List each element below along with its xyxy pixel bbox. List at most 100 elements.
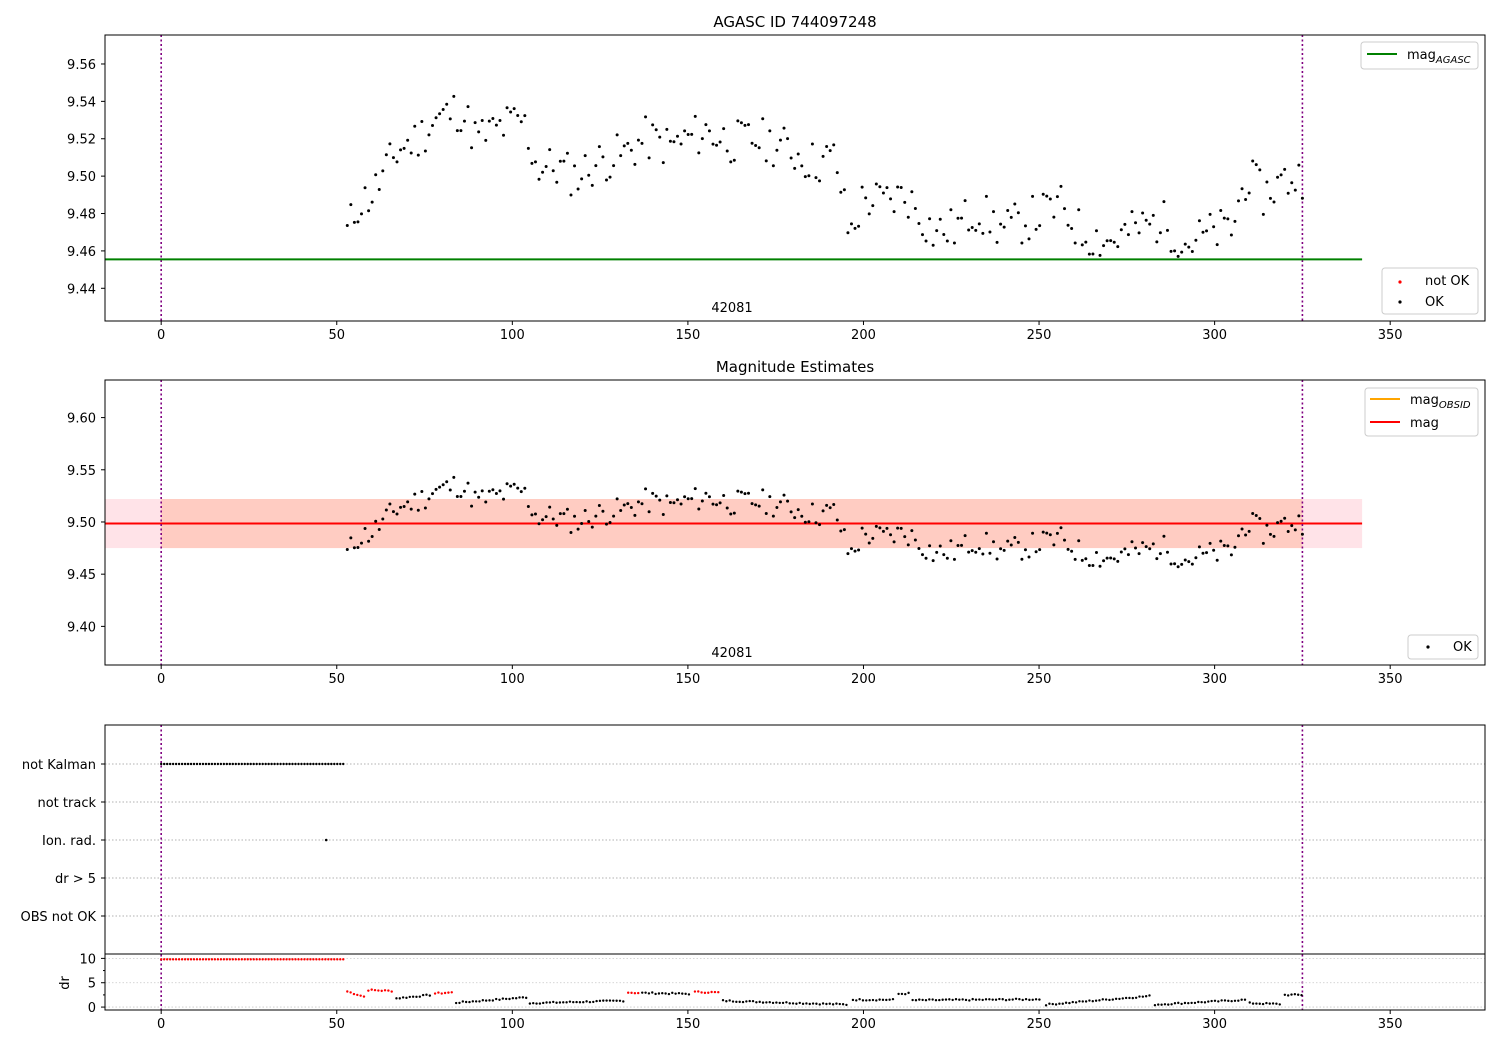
data-point-ok — [988, 551, 992, 555]
data-point-ok — [1254, 163, 1258, 167]
data-point-ok — [562, 512, 566, 516]
data-point-ok — [928, 544, 932, 548]
dr-point-saturated — [327, 958, 330, 961]
dr-point — [875, 999, 878, 1002]
dr-point-saturated — [273, 958, 276, 961]
data-point-ok — [441, 107, 445, 111]
dr-point — [700, 991, 703, 994]
x-tick-label: 150 — [675, 1017, 700, 1032]
data-point-ok — [601, 155, 605, 159]
data-point-ok — [470, 146, 474, 150]
dr-point — [1170, 1003, 1173, 1006]
dr-point — [1054, 1003, 1058, 1006]
data-point-ok — [807, 174, 811, 178]
legend-marker-ok — [1398, 300, 1402, 304]
dr-point — [488, 999, 491, 1002]
data-point-ok — [1279, 519, 1283, 523]
panel2-legend-points: OK — [1407, 634, 1479, 660]
data-point-ok — [1066, 547, 1070, 551]
dr-point — [677, 991, 681, 995]
data-point-ok — [1094, 229, 1098, 233]
dr-point — [791, 1002, 795, 1005]
dr-point-saturated — [222, 958, 226, 961]
dr-point — [440, 992, 443, 995]
dr-point — [401, 996, 405, 999]
data-point-ok — [952, 241, 956, 245]
x-tick-label: 100 — [500, 328, 525, 343]
data-point-ok — [636, 138, 640, 142]
data-point-ok — [899, 526, 903, 530]
data-point-ok — [1258, 168, 1262, 172]
flag-point-not-kalman — [339, 762, 342, 766]
flag-point-not-kalman — [240, 762, 243, 766]
data-point-ok — [1087, 252, 1091, 256]
data-point-ok — [871, 536, 875, 540]
data-point-ok — [796, 152, 800, 156]
flag-point-not-kalman — [309, 762, 312, 766]
dr-point — [481, 999, 485, 1002]
y-tick-label: 9.45 — [67, 568, 96, 583]
dr-point — [815, 1002, 818, 1005]
data-point-ok — [1233, 545, 1237, 549]
panel1-title: AGASC ID 744097248 — [713, 13, 876, 31]
data-point-ok — [1244, 197, 1248, 201]
dr-point — [841, 1003, 845, 1006]
data-point-ok — [1180, 250, 1184, 254]
data-point-ok — [1116, 559, 1120, 563]
flag-point-ion-rad — [324, 838, 328, 842]
dr-point — [914, 999, 918, 1002]
dr-point — [717, 991, 720, 994]
data-point-ok — [1126, 553, 1130, 557]
data-point-ok — [647, 510, 651, 514]
dr-point — [1157, 1003, 1160, 1006]
data-point-ok — [1105, 239, 1109, 243]
dr-point — [575, 1000, 578, 1004]
dr-point — [1044, 1004, 1048, 1007]
panel2-x-ticks: 0 50 100 150 200 250 300 350 — [157, 665, 1403, 687]
data-point-ok — [899, 186, 903, 190]
dr-point-saturated — [198, 958, 202, 961]
dr-point — [428, 994, 432, 997]
dr-point — [542, 1001, 545, 1005]
flag-label: dr > 5 — [55, 872, 96, 887]
dr-point-saturated — [261, 958, 264, 961]
data-point-ok — [679, 502, 683, 506]
dr-point — [1111, 998, 1114, 1001]
dr-point — [1197, 1000, 1200, 1004]
data-point-ok — [1158, 231, 1162, 235]
data-point-ok — [494, 492, 498, 496]
y-tick-label: 9.40 — [67, 620, 96, 635]
data-point-ok — [711, 142, 715, 146]
data-point-ok — [370, 534, 374, 538]
data-point-ok — [644, 115, 648, 119]
dr-point — [1021, 998, 1024, 1002]
data-point-ok — [828, 506, 832, 510]
dr-point — [904, 992, 907, 996]
dr-point — [588, 1000, 592, 1004]
dr-point — [918, 998, 921, 1001]
data-point-ok — [1091, 252, 1095, 256]
data-point-ok — [747, 123, 751, 127]
data-point-ok — [1276, 175, 1280, 179]
dr-point — [524, 996, 528, 1000]
data-point-ok — [803, 175, 807, 179]
data-point-ok — [1176, 254, 1180, 258]
data-point-ok — [786, 137, 790, 141]
flag-point-not-kalman — [174, 762, 178, 766]
data-point-ok — [1268, 532, 1272, 536]
y-tick-label: 9.48 — [67, 208, 96, 223]
dr-point — [1081, 1000, 1084, 1003]
dr-point — [891, 997, 895, 1001]
dr-point — [713, 990, 717, 994]
data-point-ok — [917, 546, 921, 550]
data-point-ok — [1002, 225, 1006, 229]
data-point-ok — [736, 119, 740, 123]
panel-magnitude-estimates: Magnitude Estimates 42081 0 50 100 150 200 25… — [67, 358, 1486, 687]
dr-point — [349, 991, 352, 994]
dr-point-saturated — [339, 958, 342, 961]
dr-point — [1213, 999, 1217, 1002]
x-tick-label: 200 — [851, 672, 876, 687]
dr-point — [761, 1001, 765, 1004]
dr-point — [498, 998, 501, 1001]
data-point-ok — [1052, 215, 1056, 219]
